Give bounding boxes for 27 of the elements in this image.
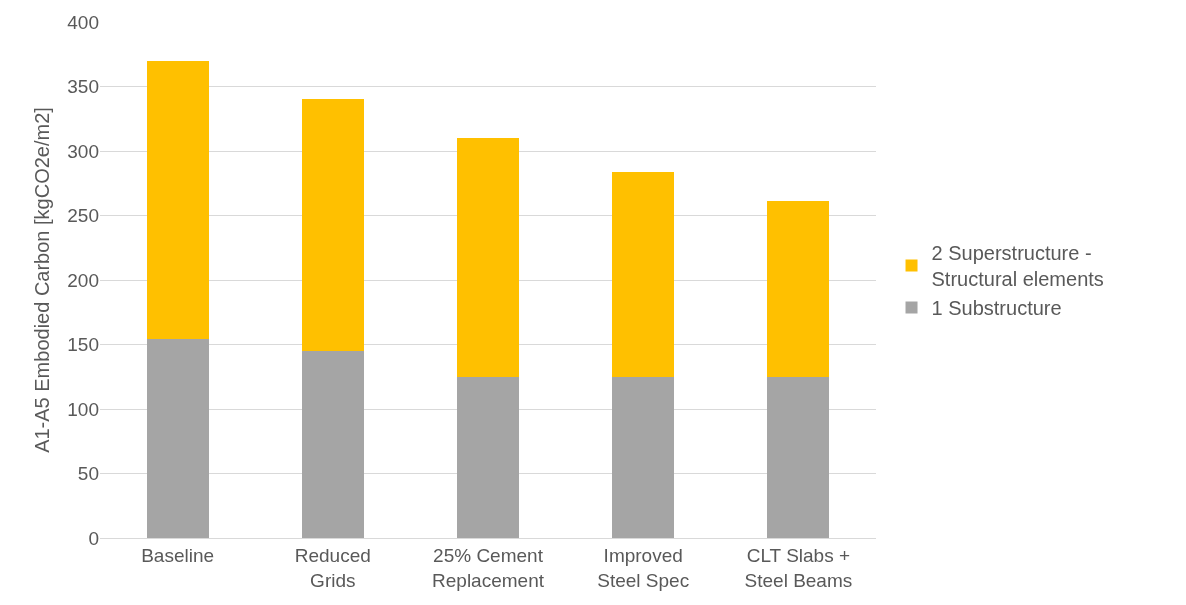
bar: [767, 376, 830, 538]
y-tick-label: 400: [67, 11, 99, 33]
bar: [767, 201, 830, 377]
bar: [146, 339, 209, 538]
bar: [301, 350, 364, 538]
bar: [146, 60, 209, 340]
y-tick-label: 300: [67, 140, 99, 162]
bar: [456, 376, 520, 538]
y-tick-label: 150: [67, 334, 99, 356]
y-tick-label: 50: [77, 463, 99, 485]
x-tick-label: Baseline: [141, 544, 215, 566]
legend-label: 1 Substructure: [931, 297, 1062, 320]
x-tick-label: Improved Steel Spec: [597, 544, 690, 591]
legend-label: 2 Superstructure - Structural elements: [931, 242, 1104, 291]
y-tick-label: 0: [88, 527, 99, 549]
y-tick-label: 350: [67, 76, 99, 98]
y-axis-title: A1-A5 Embodied Carbon [kgCO2e/m2]: [30, 107, 53, 453]
bar: [612, 376, 675, 538]
y-tick-label: 100: [67, 398, 99, 420]
bar: [612, 171, 675, 377]
x-tick-label: CLT Slabs + Steel Beams: [744, 544, 853, 591]
x-tick-label: 25% Cement Replacement: [432, 544, 545, 591]
y-tick-label: 200: [67, 269, 99, 291]
bar: [456, 138, 520, 377]
bar: [301, 99, 364, 351]
y-tick-label: 250: [67, 205, 99, 227]
x-tick-label: Reduced Grids: [294, 544, 371, 591]
